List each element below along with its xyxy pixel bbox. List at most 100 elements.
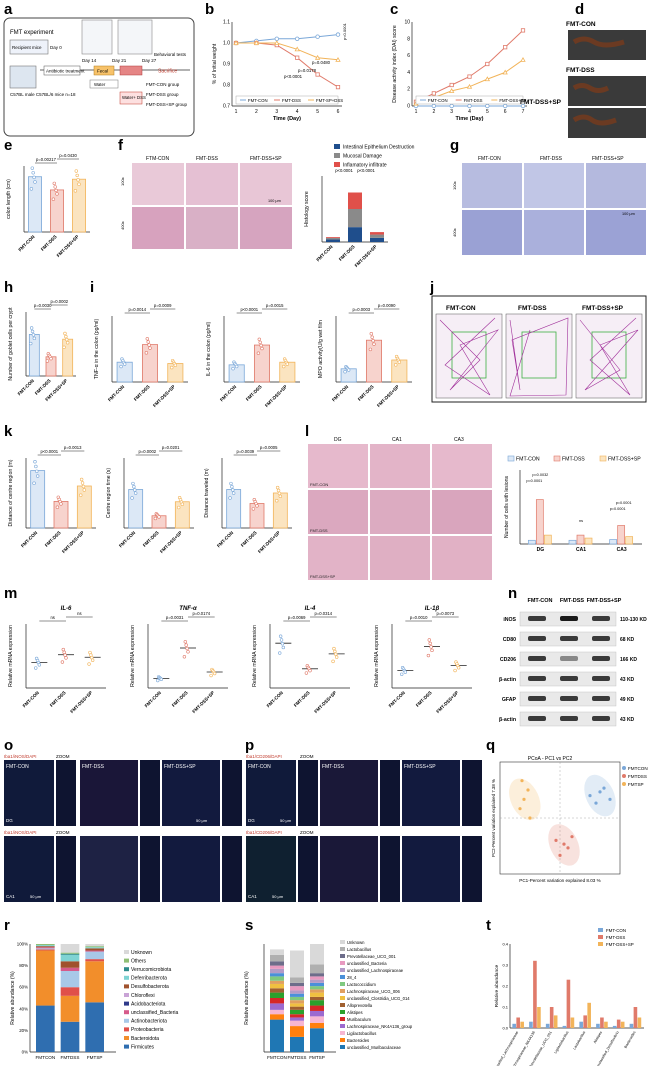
legend-swatch-11 (340, 1017, 345, 1021)
legend-label-0: Unknown (131, 950, 152, 956)
p-value-2: p=0.0174 (193, 611, 211, 616)
stacked-segment (310, 989, 324, 993)
stacked-bar-segment-1 (348, 209, 362, 228)
p-value-1: p=0.0039 (237, 449, 255, 454)
o-zoom-dss-ca1 (140, 836, 160, 902)
data-point-dss (260, 346, 264, 351)
x-tick-label-dss: FMT-DSS (357, 384, 375, 402)
x-tick-label: 7 (522, 109, 525, 115)
y-tick-label: 2 (407, 87, 410, 93)
o-img-dss-dg (80, 760, 138, 826)
x-tick-label-dss: FMT-DSS (133, 384, 151, 402)
data-point-con (231, 491, 236, 495)
x-tick-label-sp: FMT-DSS+SP (152, 384, 176, 408)
series-line-1 (415, 30, 524, 103)
o-stain-label-2: Iba1/iNOS/DAPI (4, 830, 37, 835)
bar-dss (533, 960, 537, 1028)
colon-sp (572, 114, 617, 126)
legend-swatch-7 (340, 989, 345, 993)
stacked-segment (85, 961, 104, 1003)
bar-dss (549, 1007, 554, 1028)
x-tick-label: FMT-CON (315, 244, 334, 263)
blot-band (560, 716, 578, 721)
x-tick-label-sp: FMT-DSS+SP (56, 234, 80, 258)
x-tick-label-sp: FMT-DSS+SP (61, 530, 85, 554)
x-tick-label-sp: FMT-DSS+SP (264, 384, 288, 408)
series-point-2 (274, 40, 280, 45)
data-point-dss (251, 507, 256, 511)
o-zoom-dss-dg (140, 760, 160, 826)
data-point-dss (157, 515, 161, 519)
p-value-2: p<0.0001 (357, 168, 375, 173)
blot-band (592, 696, 610, 701)
f-scale: 100 μm (268, 199, 281, 203)
stacked-bar-segment-2 (370, 232, 384, 235)
p-img-sp-dg (402, 760, 460, 826)
data-point-sp (180, 502, 185, 506)
stacked-segment (36, 945, 55, 947)
p-scale-ca1: 50 μm (272, 894, 284, 899)
y-axis-label: Relative mRNA expression (252, 625, 258, 687)
y-tick-label: 1.1 (223, 20, 230, 26)
bar-con (226, 489, 242, 529)
panel-g-images: FMT-CON FMT-DSS FMT-DSS+SP 100x 400x 100… (452, 156, 646, 255)
x-tick-label: FMTDSS (288, 1055, 307, 1060)
f-img-con-100x (132, 163, 184, 205)
x-tick-label-sp: FMT-DSS+SP (191, 690, 215, 714)
g-col-sp: FMT-DSS+SP (592, 156, 624, 162)
series-point-1 (295, 55, 300, 60)
bar-con (527, 539, 536, 545)
bar-sp (553, 1015, 558, 1028)
stacked-segment (270, 968, 284, 974)
stacked-segment (60, 952, 80, 954)
p-value-1: p=0.0010 (410, 615, 428, 620)
legend-label-14: Bacteroides (347, 1038, 369, 1043)
p-zoom-con-dg (298, 760, 318, 826)
legend-swatch-1 (124, 958, 129, 963)
legend-label-7: unclassified_Bacteria (131, 1010, 178, 1016)
p-zoom-sp-ca1 (462, 836, 482, 902)
series-point-0 (274, 36, 279, 41)
o-img-con-ca1 (4, 836, 54, 902)
bar-dss (616, 1019, 621, 1028)
panel-o-immunofluorescence: Iba1/iNOS/DAPI ZOOM FMT-CON FMT-DSS FMT-… (4, 754, 242, 902)
series-point-2 (448, 88, 455, 93)
y-tick-label: 0.3 (502, 963, 508, 968)
p-value-4: p<0.0001 (342, 22, 347, 40)
p-value-3: p=0.0480 (312, 60, 331, 65)
blot-kd-label: 68 KD (620, 637, 635, 643)
bar-sp (570, 1017, 575, 1028)
data-point-con (35, 474, 40, 478)
blot-protein-label: β-actin (499, 717, 516, 723)
data-point-dss (186, 650, 190, 654)
data-point-con (131, 481, 135, 486)
legend-label-0: Intestinal Epithelium Destruction (343, 145, 415, 151)
chart-title: IL-1β (425, 606, 440, 612)
p-value-2: p=0.0005 (260, 445, 278, 450)
bar-sp (584, 537, 593, 545)
x-tick-label-con: FMT-CON (331, 384, 350, 403)
p-value-2: p=0.0032 (532, 473, 548, 477)
x-tick-label: FMTDSS (61, 1055, 80, 1060)
y-axis-label: % of Initial weight (212, 43, 218, 84)
panel-i-mpo-chart: MPO activity(U/g wet film FMT-CON FMT-DSS F… (318, 303, 412, 408)
legend-label-15: unclassified_Muribaculaceae (347, 1045, 401, 1050)
data-point-0 (608, 797, 612, 801)
blot-band (560, 636, 578, 641)
legend-label-4: unclassified_Lachnospiraceae (347, 968, 404, 973)
panel-label-k: k (4, 423, 13, 440)
panel-l-chart: Number of cells with lesions DG CA1 CA3 p=0.… (504, 455, 642, 553)
panel-label-p: p (245, 737, 254, 754)
legend-label-dss: FMT-DSS (562, 457, 585, 463)
legend-swatch-10 (124, 1036, 129, 1040)
stacked-segment (60, 1021, 80, 1052)
x-tick-label: DG (537, 547, 545, 553)
bar-sp (587, 1002, 591, 1028)
legend-label-2: FMT-SP+DSS (316, 98, 343, 103)
x-tick-label-dss: FMT-DSS (171, 690, 189, 708)
data-point-con (32, 481, 36, 485)
x-axis-label: Time (Day) (455, 116, 483, 122)
stacked-bar-segment-0 (326, 239, 340, 242)
data-point-dss (427, 638, 431, 642)
